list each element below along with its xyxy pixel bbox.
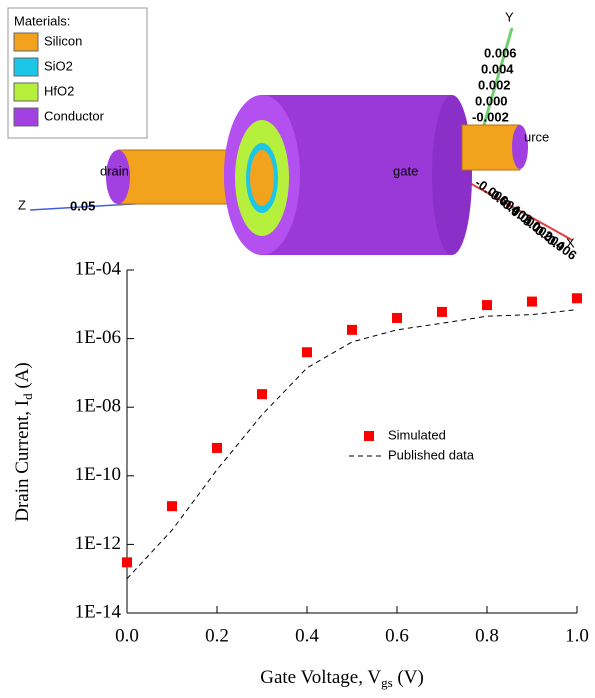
marker [302,347,312,357]
channel [250,150,274,206]
y-axis-label-text: Drain Current, I [12,400,33,522]
x-tick-label: 0.2 [205,625,229,646]
legend-label: Published data [388,447,475,462]
legend-swatch [14,83,38,101]
marker [347,325,357,335]
x-axis-label-text: Gate Voltage, V [260,667,381,688]
legend-swatch [14,58,38,76]
legend-swatch [14,33,38,51]
marker [392,313,402,323]
y-axis-tick: 0.006 [484,45,517,60]
x-axis-label-sub: gs [381,675,393,690]
legend-label: Simulated [388,427,446,442]
source-label: urce [524,129,549,144]
z-axis-label: Z [18,197,26,212]
device-view: Materials: drain gate urce Y X Z 0.05 Si… [8,8,580,263]
legend-label: HfO2 [44,83,74,98]
marker [572,293,582,303]
legend-label: Silicon [44,33,82,48]
marker [212,443,222,453]
marker [437,307,447,317]
y-tick-label: 1E-06 [75,327,121,348]
legend-title: Materials: [14,13,70,28]
y-axis-label: Drain Current, Id (A) [12,362,35,522]
y-tick-label: 1E-04 [75,258,122,279]
x-tick-label: 0.4 [295,625,319,646]
x-tick-label: 1.0 [565,625,589,646]
x-axis-label-unit: (V) [393,667,424,688]
y-tick-label: 1E-12 [75,533,121,554]
legend-marker [364,431,374,441]
y-axis-label: Y [505,9,514,24]
marker [122,557,132,567]
y-tick-label: 1E-08 [75,396,121,417]
chart: 1E-14 1E-12 1E-10 1E-08 1E-06 1E-04 0.0 0.2 0.4 0… [12,258,589,690]
legend-swatch [14,108,38,126]
y-tick-label: 1E-10 [75,464,121,485]
x-tick-label: 0.6 [385,625,409,646]
drain-label: drain [100,163,129,178]
marker [167,501,177,511]
y-axis-tick: 0.000 [475,93,508,108]
marker [257,389,267,399]
legend-label: Conductor [44,108,105,123]
marker [527,297,537,307]
gate-label: gate [393,163,418,178]
x-tick-label: 0.0 [115,625,139,646]
legend-label: SiO2 [44,58,73,73]
source-silicon [462,125,520,170]
y-axis-label-unit: (A) [12,362,33,393]
y-axis-tick: 0.004 [481,61,514,76]
x-tick-label: 0.8 [475,625,499,646]
z-tick-label: 0.05 [70,198,95,213]
x-axis-label: Gate Voltage, Vgs (V) [260,667,424,690]
marker [482,300,492,310]
y-axis-tick: 0.002 [478,77,511,92]
y-axis-tick: -0.002 [472,109,509,124]
figure: Materials: drain gate urce Y X Z 0.05 Si… [0,0,595,698]
y-tick-label: 1E-14 [75,601,122,622]
line [127,310,577,579]
gate-end [432,95,472,255]
